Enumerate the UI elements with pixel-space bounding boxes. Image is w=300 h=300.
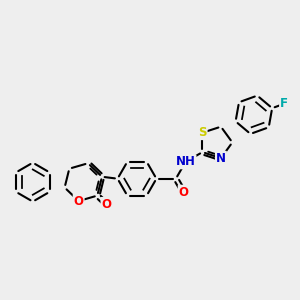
- Text: N: N: [216, 152, 226, 165]
- Text: O: O: [101, 198, 111, 211]
- Text: O: O: [178, 186, 189, 199]
- Text: O: O: [74, 194, 84, 208]
- Text: F: F: [280, 97, 288, 110]
- Text: NH: NH: [176, 155, 196, 168]
- Text: S: S: [198, 126, 207, 139]
